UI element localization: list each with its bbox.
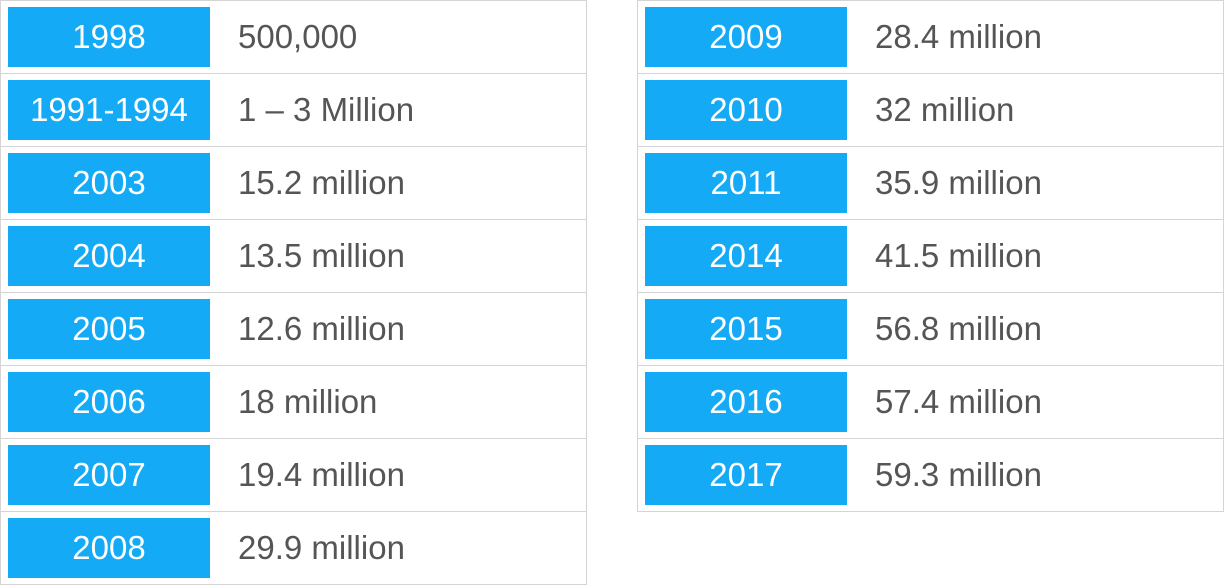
table-row: 2007 19.4 million	[1, 439, 586, 512]
year-label: 2007	[8, 445, 210, 505]
year-label: 1991-1994	[8, 80, 210, 140]
count-value: 15.2 million	[238, 164, 405, 201]
table-row: 2006 18 million	[1, 366, 586, 439]
count-value: 500,000	[238, 18, 358, 55]
year-label: 2015	[645, 299, 847, 359]
table-row: 2008 29.9 million	[1, 512, 586, 585]
count-value: 13.5 million	[238, 237, 405, 274]
table-row: 2014 41.5 million	[638, 220, 1223, 293]
count-value: 56.8 million	[875, 310, 1042, 347]
count-value: 1 – 3 Million	[238, 91, 415, 128]
count-value: 35.9 million	[875, 164, 1042, 201]
table-row: 2003 15.2 million	[1, 147, 586, 220]
table-row: 2017 59.3 million	[638, 439, 1223, 512]
table-row: 1998 500,000	[1, 1, 586, 74]
year-label: 1998	[8, 7, 210, 67]
count-value: 32 million	[875, 91, 1015, 128]
year-label: 2008	[8, 518, 210, 578]
count-value: 29.9 million	[238, 529, 405, 566]
year-label: 2016	[645, 372, 847, 432]
year-label: 2014	[645, 226, 847, 286]
year-label: 2005	[8, 299, 210, 359]
count-value: 28.4 million	[875, 18, 1042, 55]
table-row: 2005 12.6 million	[1, 293, 586, 366]
count-value: 18 million	[238, 383, 378, 420]
table-row: 2010 32 million	[638, 74, 1223, 147]
year-label: 2011	[645, 153, 847, 213]
year-label: 2004	[8, 226, 210, 286]
left-table: 1998 500,000 1991-1994 1 – 3 Million 200…	[0, 0, 587, 585]
table-row: 2004 13.5 million	[1, 220, 586, 293]
year-label: 2009	[645, 7, 847, 67]
table-row: 2011 35.9 million	[638, 147, 1223, 220]
year-label: 2006	[8, 372, 210, 432]
year-label: 2003	[8, 153, 210, 213]
count-value: 57.4 million	[875, 383, 1042, 420]
table-row: 2016 57.4 million	[638, 366, 1223, 439]
right-table: 2009 28.4 million 2010 32 million 2011 3…	[637, 0, 1224, 512]
year-label: 2010	[645, 80, 847, 140]
count-value: 19.4 million	[238, 456, 405, 493]
table-row: 2009 28.4 million	[638, 1, 1223, 74]
table-row: 2015 56.8 million	[638, 293, 1223, 366]
year-label: 2017	[645, 445, 847, 505]
count-value: 41.5 million	[875, 237, 1042, 274]
table-row: 1991-1994 1 – 3 Million	[1, 74, 586, 147]
count-value: 12.6 million	[238, 310, 405, 347]
count-value: 59.3 million	[875, 456, 1042, 493]
